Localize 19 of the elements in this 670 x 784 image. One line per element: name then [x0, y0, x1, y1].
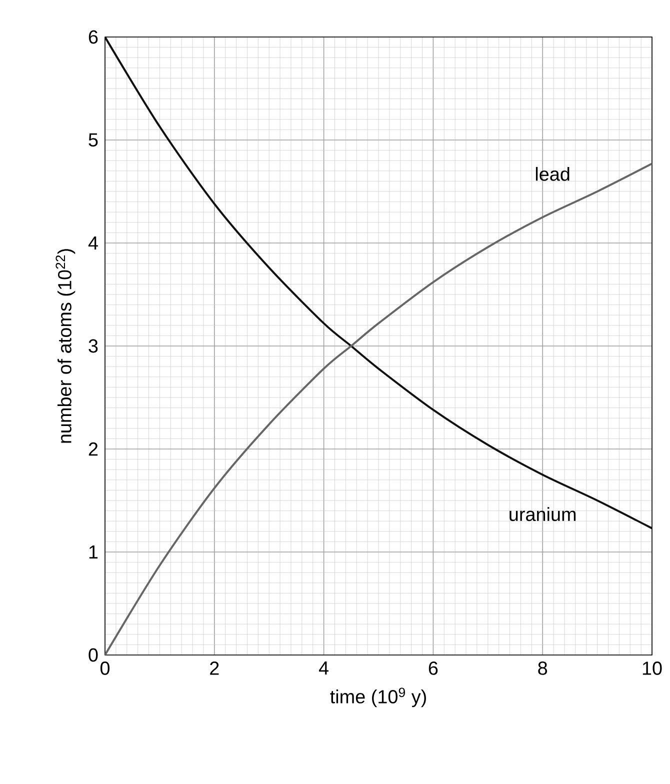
x-axis-title: time (10$^{9}$ y): [330, 688, 426, 708]
y-tick-label: 6: [88, 30, 98, 44]
y-tick-label: 5: [88, 133, 98, 147]
y-tick-label: 0: [88, 648, 98, 662]
x-tick-label: 6: [428, 662, 438, 675]
x-tick-label: 4: [318, 662, 329, 675]
line-series: [105, 162, 652, 655]
x-tick-label: 2: [210, 662, 219, 675]
x-tick-label: 10: [642, 662, 662, 675]
y-tick-label: 3: [88, 339, 98, 353]
y-tick-label: 2: [88, 442, 98, 456]
y-tick-label: 1: [89, 545, 98, 559]
series-label: uranium: [510, 507, 576, 522]
series-label: lead: [536, 166, 570, 181]
y-axis-title: number of atoms (10$^{22}$): [56, 249, 76, 443]
x-tick-label: 0: [100, 662, 110, 675]
line-series: [105, 36, 652, 530]
x-tick-label: 8: [538, 662, 548, 675]
y-tick-label: 4: [88, 236, 98, 250]
